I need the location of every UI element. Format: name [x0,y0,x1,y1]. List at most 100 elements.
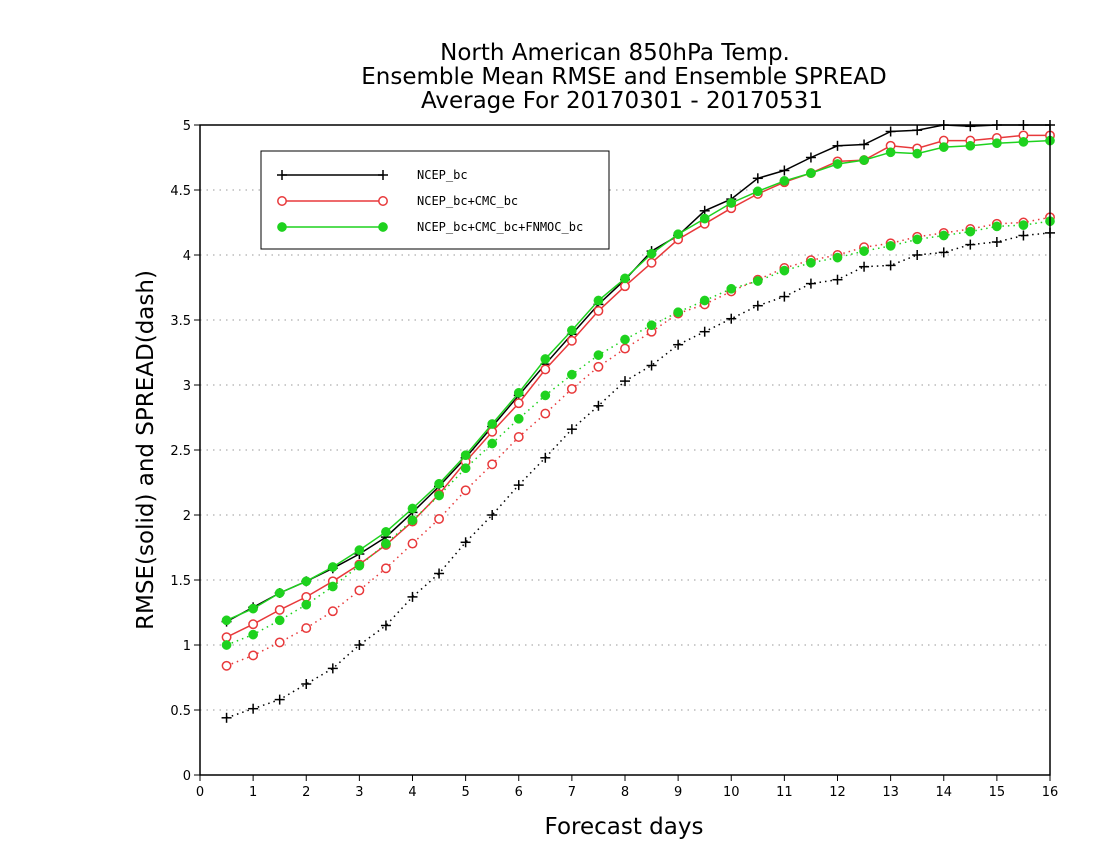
plus-marker [540,452,551,463]
open-circle-marker [301,591,312,602]
filled-circle-marker [434,478,444,489]
plus-marker [938,247,949,258]
x-tick-label: 1 [249,785,257,800]
plus-marker [620,376,630,387]
x-axis-label: Forecast days [545,814,704,840]
filled-circle-marker [646,248,657,259]
x-tick-label: 8 [621,785,629,800]
x-tick-label: 7 [568,785,576,800]
open-circle-marker [407,538,418,549]
filled-circle-marker [1018,220,1029,230]
filled-circle-marker [381,538,391,549]
filled-circle-marker [407,515,418,526]
plus-marker [460,537,471,548]
plus-marker [805,152,816,163]
legend-entry: NCEP_bc [277,168,468,182]
plus-marker [327,663,338,674]
filled-circle-marker [274,588,285,598]
plus-marker [513,480,524,491]
y-tick-label: 4.5 [170,184,191,199]
open-circle-marker [274,637,285,648]
filled-circle-marker [593,295,604,306]
x-tick-label: 4 [408,785,416,800]
open-circle-marker [593,361,604,372]
filled-circle-marker [540,390,551,401]
open-circle-marker [487,459,498,470]
filled-circle-marker [992,138,1002,149]
chart-title: North American 850hPa Temp. Ensemble Mea… [361,40,886,114]
filled-circle-marker [832,252,843,263]
open-circle-marker [566,335,577,346]
plus-marker [832,140,843,151]
filled-circle-marker [699,295,710,306]
plus-marker [301,679,312,689]
filled-circle-marker [487,438,498,449]
legend: NCEP_bc NCEP_bc+CMC_bc NCEP_bc+CMC_bc+FNMO… [260,150,610,250]
filled-circle-marker [938,142,949,152]
title-line-1: North American 850hPa Temp. [440,40,790,66]
y-tick-label: 3.5 [170,314,191,329]
open-circle-marker [380,563,391,574]
legend-entry: NCEP_bc+CMC_bc [277,194,518,208]
open-circle-marker [277,196,287,206]
filled-circle-marker [912,148,923,159]
filled-circle-marker [221,615,232,626]
filled-circle-marker [806,257,816,268]
filled-circle-marker [1018,137,1029,147]
filled-circle-marker [752,276,763,286]
x-tick-label: 0 [196,785,204,800]
plus-marker [726,313,737,324]
filled-circle-marker [806,168,816,178]
filled-circle-marker [726,283,737,294]
filled-circle-marker [567,369,577,380]
plus-marker [1018,230,1029,241]
open-circle-marker [221,660,232,671]
filled-circle-marker [381,527,391,537]
plus-marker [699,326,710,337]
filled-circle-marker [779,176,790,186]
plus-marker [673,339,684,350]
plus-marker [354,640,365,650]
open-circle-marker [593,305,604,316]
filled-circle-marker [885,147,896,158]
open-circle-marker [540,408,551,419]
open-circle-marker [274,604,285,615]
plus-marker [912,125,923,136]
open-circle-marker [434,513,445,524]
plus-marker [593,400,604,411]
filled-circle-marker [779,265,790,276]
open-circle-marker [221,632,232,643]
plus-marker [752,173,763,184]
filled-circle-marker [487,419,498,429]
y-axis-label: RMSE(solid) and SPREAD(dash) [133,270,159,630]
filled-circle-marker [673,229,683,240]
x-tick-label: 9 [674,785,682,800]
title-line-2: Ensemble Mean RMSE and Ensemble SPREAD [361,64,886,90]
filled-circle-marker [274,615,285,626]
filled-circle-marker [277,222,287,232]
open-circle-marker [513,432,524,442]
plus-marker [965,121,976,132]
plus-marker [752,300,763,311]
x-tick-label: 11 [776,785,793,800]
x-tick-label: 6 [515,785,523,800]
y-tick-label: 0 [183,769,191,784]
y-axis-ticks: 0 0.5 1 1.5 2 2.5 3 3.5 4 4.5 5 [170,119,200,784]
filled-circle-marker [938,230,949,241]
plus-marker [832,274,843,285]
filled-circle-marker [859,246,869,256]
y-tick-label: 2 [183,509,191,524]
filled-circle-marker [460,463,471,474]
filled-circle-marker [248,603,258,614]
open-circle-marker [620,343,630,354]
open-circle-marker [487,426,498,437]
filled-circle-marker [992,221,1002,232]
plus-marker [912,250,923,260]
y-tick-label: 1 [183,639,191,654]
legend-label: NCEP_bc+CMC_bc+FNMOC_bc [417,220,583,234]
open-circle-marker [460,485,471,496]
plus-marker [434,568,445,579]
y-tick-label: 5 [183,119,191,134]
x-tick-label: 5 [461,785,469,800]
x-tick-label: 2 [302,785,310,800]
